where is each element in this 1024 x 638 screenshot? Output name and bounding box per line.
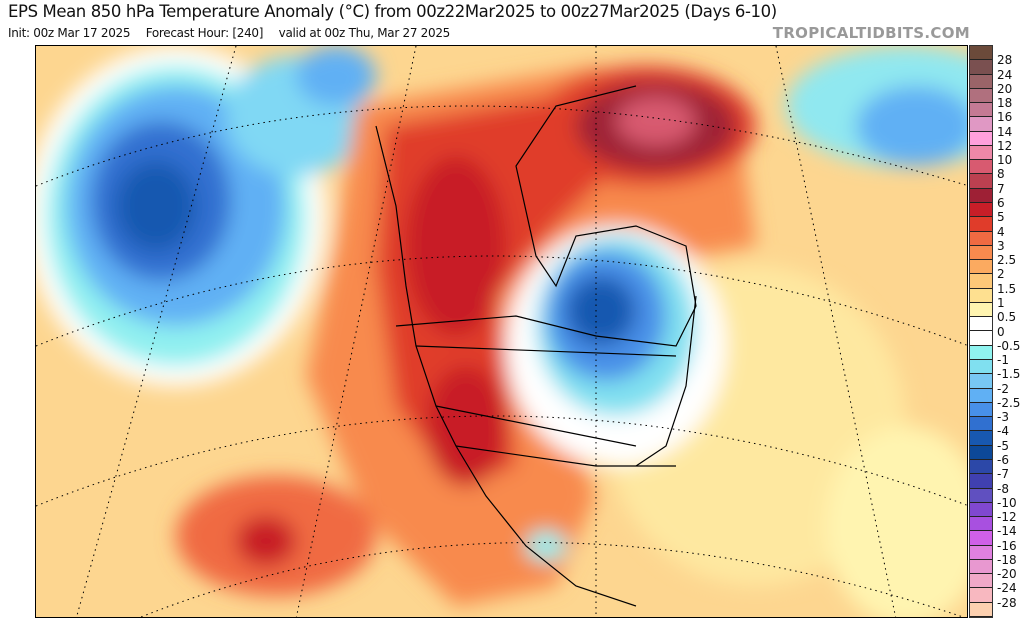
colorbar-segment	[970, 588, 992, 603]
colorbar-segment	[970, 488, 992, 503]
colorbar-label: -18	[997, 552, 1017, 567]
colorbar-label: 5	[997, 210, 1005, 225]
colorbar-segment	[970, 203, 992, 218]
colorbar-label: 0	[997, 324, 1005, 339]
colorbar-segment	[970, 417, 992, 432]
colorbar-label: 12	[997, 138, 1013, 153]
colorbar-segment	[970, 145, 992, 161]
colorbar-label: 7	[997, 181, 1005, 196]
colorbar-label: -7	[997, 467, 1009, 482]
colorbar-label: 14	[997, 124, 1013, 139]
colorbar-segment	[970, 374, 992, 389]
colorbar-label: -1.5	[997, 367, 1021, 382]
colorbar-segment	[970, 60, 992, 75]
colorbar-segment	[970, 174, 992, 189]
colorbar-label: -2	[997, 381, 1009, 396]
colorbar-segment	[970, 274, 992, 289]
coastlines	[375, 85, 697, 607]
colorbar-label: -4	[997, 424, 1009, 439]
colorbar-segment	[970, 117, 992, 132]
colorbar-label: 2.5	[997, 253, 1017, 268]
colorbar-segment	[970, 131, 992, 146]
colorbar-segment	[970, 559, 992, 575]
colorbar-segment	[970, 531, 992, 546]
colorbar-segment	[970, 317, 992, 332]
colorbar-label: -12	[997, 510, 1017, 525]
colorbar-segment	[970, 188, 992, 204]
colorbar-segment	[970, 517, 992, 532]
colorbar-label: 24	[997, 67, 1013, 82]
forecast-hour: Forecast Hour: [240]	[145, 26, 264, 40]
colorbar-label: 3	[997, 238, 1005, 253]
colorbar-segment	[970, 459, 992, 475]
colorbar-label: -16	[997, 538, 1017, 553]
colorbar-label: 0.5	[997, 310, 1017, 325]
colorbar-label: -14	[997, 524, 1017, 539]
colorbar-label: 20	[997, 81, 1013, 96]
colorbar-segment	[970, 445, 992, 460]
colorbar-label: 28	[997, 53, 1013, 68]
colorbar-segment	[970, 302, 992, 318]
colorbar-label: 10	[997, 153, 1013, 168]
colorbar-label: 1.5	[997, 281, 1017, 296]
colorbar-label: 18	[997, 96, 1013, 111]
colorbar-segment	[970, 431, 992, 446]
colorbar-label: -1	[997, 353, 1009, 368]
colorbar-segment	[970, 474, 992, 489]
colorbar-label: 2	[997, 267, 1005, 282]
colorbar-segment	[970, 103, 992, 118]
colorbar-label: 16	[997, 110, 1013, 125]
colorbar-segment	[970, 74, 992, 89]
colorbar-label: -8	[997, 481, 1009, 496]
colorbar	[969, 45, 993, 618]
colorbar-segment	[970, 602, 992, 617]
colorbar-segment	[970, 502, 992, 518]
colorbar-label: -0.5	[997, 338, 1021, 353]
colorbar-segment	[970, 288, 992, 303]
init-time: Init: 00z Mar 17 2025	[8, 26, 131, 40]
colorbar-label: 4	[997, 224, 1005, 239]
colorbar-label: 8	[997, 167, 1005, 182]
colorbar-segment	[970, 545, 992, 560]
brand-logo: TROPICALTIDBITS.COM	[772, 24, 970, 42]
map-title: EPS Mean 850 hPa Temperature Anomaly (°C…	[8, 2, 777, 21]
colorbar-segment	[970, 345, 992, 361]
anomaly-map	[35, 45, 968, 618]
colorbar-segment	[970, 574, 992, 589]
colorbar-label: 6	[997, 196, 1005, 211]
colorbar-label: -20	[997, 567, 1017, 582]
colorbar-segment	[970, 360, 992, 375]
colorbar-segment	[970, 260, 992, 275]
colorbar-label: -28	[997, 595, 1017, 610]
colorbar-label: 1	[997, 295, 1005, 310]
colorbar-segment	[970, 160, 992, 175]
colorbar-label: -3	[997, 410, 1009, 425]
graticule	[36, 46, 967, 617]
colorbar-segment	[970, 388, 992, 403]
colorbar-segment	[970, 88, 992, 104]
colorbar-label: -5	[997, 438, 1009, 453]
colorbar-segment	[970, 46, 992, 61]
valid-time: valid at 00z Thu, Mar 27 2025	[278, 26, 451, 40]
colorbar-segment	[970, 231, 992, 246]
colorbar-label: -24	[997, 581, 1017, 596]
colorbar-segment	[970, 331, 992, 346]
colorbar-label: -6	[997, 452, 1009, 467]
colorbar-segment	[970, 245, 992, 261]
colorbar-segment	[970, 217, 992, 232]
map-svg	[36, 46, 967, 617]
subtitle: Init: 00z Mar 17 2025 Forecast Hour: [24…	[8, 26, 462, 40]
colorbar-segment	[970, 402, 992, 418]
colorbar-label: -10	[997, 495, 1017, 510]
colorbar-label: -2.5	[997, 395, 1021, 410]
